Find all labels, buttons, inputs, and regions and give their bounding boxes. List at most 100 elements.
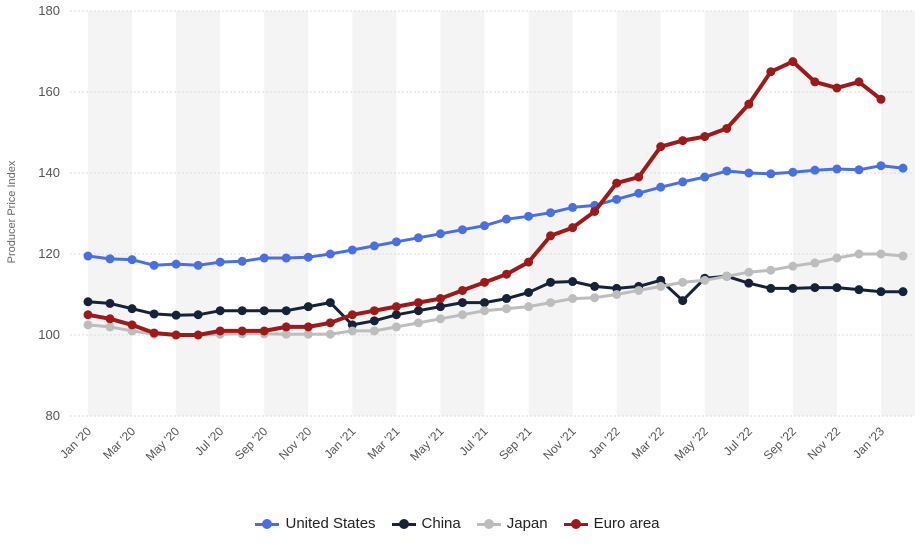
column-band <box>176 11 221 416</box>
data-point <box>876 249 886 259</box>
data-point <box>83 251 93 261</box>
data-point <box>546 231 556 241</box>
data-point <box>744 99 754 109</box>
x-tick-label: Sep '22 <box>761 424 800 463</box>
data-point <box>854 77 864 87</box>
series-euro-area <box>83 57 886 340</box>
data-point <box>898 287 908 297</box>
y-tick-label: 120 <box>38 246 60 261</box>
data-point <box>590 281 600 291</box>
legend-item[interactable]: Japan <box>476 515 548 532</box>
data-point <box>281 253 291 263</box>
data-point <box>766 67 776 77</box>
data-point <box>722 123 732 133</box>
data-point <box>347 245 357 255</box>
x-tick-label: Mar '22 <box>629 424 667 462</box>
data-point <box>479 306 489 316</box>
data-point <box>237 306 247 316</box>
column-band <box>88 11 133 416</box>
data-point <box>898 163 908 173</box>
data-point <box>325 298 335 308</box>
data-point <box>149 328 159 338</box>
data-point <box>479 277 489 287</box>
legend-item[interactable]: China <box>391 515 461 532</box>
data-point <box>325 249 335 259</box>
legend-item[interactable]: United States <box>255 515 376 532</box>
data-point <box>237 326 247 336</box>
data-point <box>193 330 203 340</box>
data-point <box>612 290 622 299</box>
data-point <box>105 298 115 308</box>
data-point <box>413 318 423 328</box>
data-point <box>171 330 181 340</box>
data-point <box>568 223 578 233</box>
y-tick-label: 100 <box>38 327 60 342</box>
x-tick-label: Mar '21 <box>365 424 403 462</box>
data-point <box>347 326 357 336</box>
legend-label: United States <box>285 515 376 532</box>
data-point <box>700 132 710 142</box>
data-point <box>369 316 379 326</box>
data-point <box>171 259 181 269</box>
legend-label: Euro area <box>593 515 660 532</box>
x-axis-ticks: Jan '20 Mar '20 May '20 Jul '20 Sep '20 Nov '… <box>57 424 887 464</box>
data-point <box>259 253 269 263</box>
data-point <box>766 169 776 179</box>
data-point <box>832 83 842 93</box>
data-point <box>237 256 247 266</box>
x-tick-label: Mar '20 <box>100 424 138 462</box>
data-point <box>457 298 467 308</box>
data-point <box>171 310 181 320</box>
data-point <box>656 281 666 291</box>
column-band <box>440 11 485 416</box>
legend-item[interactable]: Euro area <box>563 515 660 532</box>
data-point <box>435 229 445 239</box>
y-tick-label: 180 <box>38 3 60 18</box>
data-point <box>722 271 732 281</box>
legend-marker-icon <box>255 518 280 530</box>
x-tick-label: Jul '22 <box>721 424 755 458</box>
data-point <box>590 293 600 303</box>
x-tick-label: Jul '20 <box>192 424 226 458</box>
data-point <box>898 251 908 261</box>
data-point <box>303 252 313 262</box>
data-point <box>281 322 291 332</box>
data-point <box>766 283 776 293</box>
data-point <box>479 298 489 308</box>
data-point <box>83 297 93 307</box>
x-tick-label: May '22 <box>672 424 712 464</box>
y-tick-label: 80 <box>46 408 60 423</box>
data-point <box>502 269 512 279</box>
data-point <box>810 165 820 175</box>
data-point <box>215 257 225 267</box>
column-bands <box>88 11 915 416</box>
data-point <box>259 306 269 316</box>
data-point <box>193 260 203 270</box>
data-point <box>546 277 556 287</box>
data-point <box>876 161 886 171</box>
data-point <box>656 142 666 152</box>
y-axis-label: Producer Price Index <box>6 160 18 263</box>
data-point <box>413 233 423 243</box>
x-tick-label: Nov '21 <box>540 424 579 463</box>
series-united-states <box>83 161 908 270</box>
data-point <box>678 177 688 187</box>
data-point <box>325 318 335 328</box>
data-point <box>568 294 578 304</box>
data-point <box>369 241 379 251</box>
data-point <box>524 302 534 312</box>
data-point <box>832 164 842 174</box>
x-tick-label: Jan '21 <box>321 424 358 461</box>
data-point <box>502 294 512 304</box>
x-tick-label: May '21 <box>407 424 447 464</box>
data-point <box>634 172 644 182</box>
data-point <box>788 57 798 67</box>
data-point <box>524 287 534 297</box>
data-point <box>876 94 886 104</box>
data-point <box>391 310 401 320</box>
y-tick-label: 140 <box>38 165 60 180</box>
data-point <box>127 304 137 314</box>
data-point <box>612 194 622 204</box>
data-point <box>854 165 864 175</box>
